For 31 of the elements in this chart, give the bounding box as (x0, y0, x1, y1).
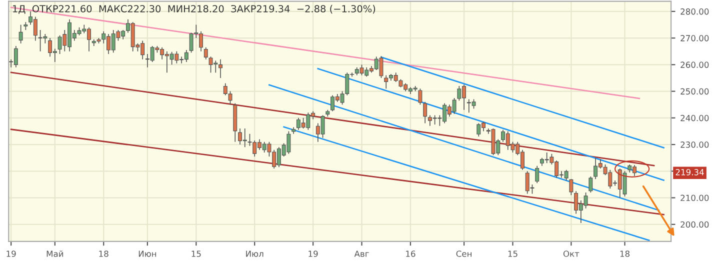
candlestick (588, 176, 593, 193)
y-tick-label: 200.00 (680, 221, 709, 228)
x-tick-label: Май (46, 250, 64, 257)
candlestick (204, 46, 208, 60)
candlestick (18, 24, 23, 44)
y-tick-label: 260.00 (680, 62, 709, 68)
candlestick (418, 88, 422, 106)
y-tick-label: 240.00 (680, 114, 709, 122)
x-tick-label: Авг (354, 250, 369, 257)
x-tick-label: 18 (620, 250, 630, 257)
y-tick-label: 280.00 (680, 8, 709, 15)
annotation: 219.34 (676, 169, 704, 176)
x-tick-label: 19 (6, 250, 16, 257)
candlestick (535, 165, 540, 184)
candlestick (569, 178, 574, 196)
x-tick-label: 18 (99, 250, 108, 257)
x-tick-label: 15 (192, 250, 201, 257)
x-tick-label: 19 (308, 250, 318, 257)
candlestick (423, 102, 428, 124)
chart-title: 1Д ОТКР221.60 МАКС222.30 МИН218.20 ЗАКР219.34 −2.88 (−1.30%) (13, 4, 376, 14)
y-tick-label: 270.00 (680, 35, 709, 42)
x-tick-label: Июн (138, 250, 156, 257)
x-tick-label: Сен (456, 250, 472, 257)
x-tick-label: 16 (406, 250, 416, 257)
y-tick-label: 210.00 (680, 194, 709, 202)
y-tick-label: 230.00 (680, 142, 709, 148)
y-tick-label: 250.00 (680, 88, 709, 95)
x-tick-label: Июл (246, 250, 264, 257)
candlestick (218, 58, 222, 78)
x-tick-label: 15 (508, 250, 518, 257)
x-tick-label: Окт (563, 250, 580, 257)
